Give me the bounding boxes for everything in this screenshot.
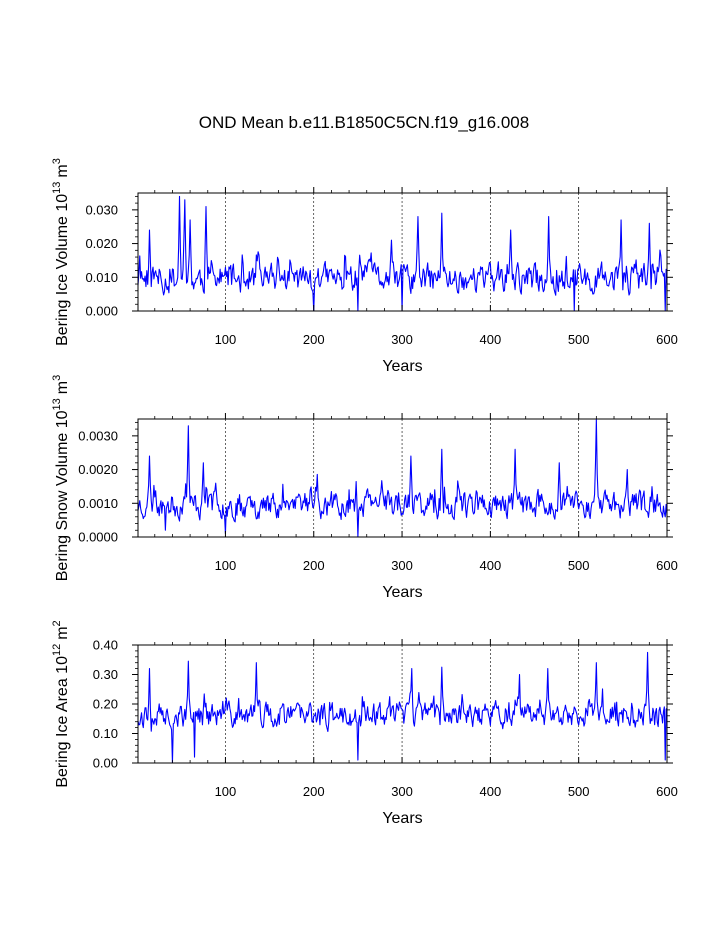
ytick-label-2: 0.020 <box>85 236 118 251</box>
ytick-label-1: 0.010 <box>85 270 118 285</box>
panel-3: 100 200 300 400 500 600 0.00 0.10 0.20 0.30 0.40 Ye… <box>51 620 678 827</box>
xtick-label-300: 300 <box>391 558 413 573</box>
xtick-label-200: 200 <box>303 558 325 573</box>
plot-frame-2 <box>137 418 668 538</box>
xtick-label-500: 500 <box>568 558 590 573</box>
y-axis-title-text: Bering Snow Volume 10 <box>54 410 71 581</box>
xtick-label-200: 200 <box>303 332 325 347</box>
xtick-label-600: 600 <box>656 784 678 799</box>
series-line-1 <box>137 195 668 312</box>
xtick-label-500: 500 <box>568 784 590 799</box>
y-axis-title-unit: m <box>54 164 71 177</box>
xtick-label-100: 100 <box>215 332 237 347</box>
ytick-label-0: 0.0000 <box>78 530 118 545</box>
x-axis-title-3: Years <box>382 810 422 827</box>
x-axis-title-1: Years <box>382 358 422 375</box>
chart-title: OND Mean b.e11.B1850C5CN.f19_g16.008 <box>199 113 529 132</box>
ytick-label-2: 0.20 <box>93 697 118 712</box>
y-axis-title-exponent: 13 <box>51 398 63 410</box>
ytick-label-0: 0.00 <box>93 756 118 771</box>
y-axis-title-text: Bering Ice Area 10 <box>54 656 71 788</box>
y-axis-title-unit-exponent: 3 <box>51 158 63 164</box>
x-axis-title-2: Years <box>382 584 422 601</box>
xtick-label-300: 300 <box>391 332 413 347</box>
y-axis-title-exponent: 13 <box>51 182 63 194</box>
ytick-label-1: 0.0010 <box>78 496 118 511</box>
y-axis-title-1: Bering Ice Volume 1013 m3 <box>51 158 71 346</box>
xtick-label-500: 500 <box>568 332 590 347</box>
y-axis-title-3: Bering Ice Area 1012 m2 <box>51 620 71 787</box>
y-axis-title-unit: m <box>54 381 71 394</box>
y-axis-title-unit: m <box>54 626 71 639</box>
xtick-label-100: 100 <box>215 784 237 799</box>
y-axis-title-2: Bering Snow Volume 1013 m3 <box>51 375 71 581</box>
y-axis-title-exponent: 12 <box>51 644 63 656</box>
panel-1: 100 200 300 400 500 600 0.000 0.010 0.020 0.030 Ye… <box>51 158 678 375</box>
ytick-label-4: 0.40 <box>93 638 118 653</box>
xtick-label-600: 600 <box>656 332 678 347</box>
plot-frame-3 <box>137 644 668 764</box>
y-axis-title-unit-exponent: 3 <box>51 375 63 381</box>
panel-2: 100 200 300 400 500 600 0.0000 0.0010 0.0020 0.00… <box>51 375 678 601</box>
xtick-label-600: 600 <box>656 558 678 573</box>
xtick-label-100: 100 <box>215 558 237 573</box>
ytick-label-3: 0.0030 <box>78 428 118 443</box>
series-line-3 <box>137 651 668 764</box>
xtick-label-400: 400 <box>480 332 502 347</box>
ytick-label-0: 0.000 <box>85 304 118 319</box>
xtick-label-300: 300 <box>391 784 413 799</box>
xtick-label-400: 400 <box>480 558 502 573</box>
y-axis-title-unit-exponent: 2 <box>51 620 63 626</box>
ytick-label-3: 0.030 <box>85 202 118 217</box>
ytick-label-1: 0.10 <box>93 726 118 741</box>
y-axis-title-text: Bering Ice Volume 10 <box>54 194 71 346</box>
xtick-label-400: 400 <box>480 784 502 799</box>
ytick-label-3: 0.30 <box>93 667 118 682</box>
panels: 100 200 300 400 500 600 0.000 0.010 0.020 0.030 Ye… <box>51 158 678 827</box>
ytick-label-2: 0.0020 <box>78 462 118 477</box>
series-line-2 <box>137 418 668 538</box>
xtick-label-200: 200 <box>303 784 325 799</box>
